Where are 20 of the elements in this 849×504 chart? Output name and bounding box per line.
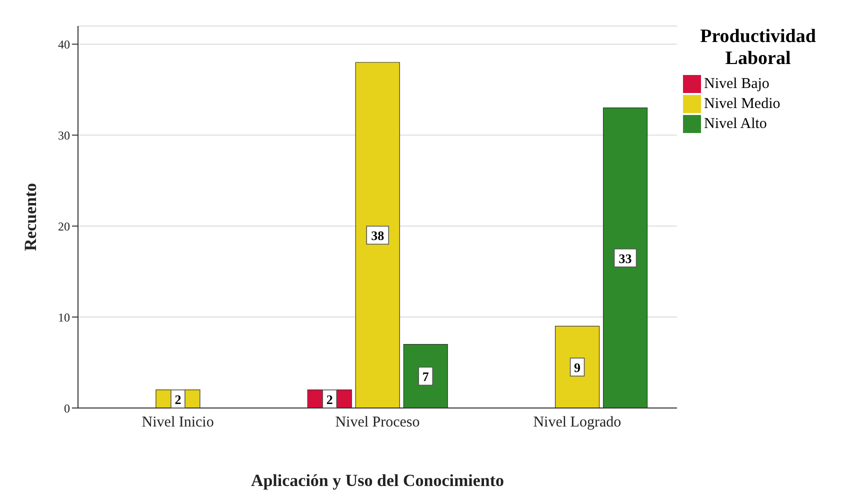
data-label: 2 <box>174 392 182 407</box>
y-tick-label: 30 <box>58 128 70 142</box>
x-axis-title: Aplicación y Uso del Conocimiento <box>250 471 504 490</box>
legend-title: Productividad Laboral <box>699 26 817 70</box>
y-tick-label: 0 <box>64 401 70 416</box>
x-tick-label: Nivel Proceso <box>335 414 420 431</box>
y-tick-label: 10 <box>58 310 70 324</box>
legend-label: Nivel Alto <box>704 116 767 132</box>
legend-label: Nivel Bajo <box>704 76 770 92</box>
y-tick-label: 40 <box>58 37 70 52</box>
y-axis-title: Recuento <box>21 183 40 251</box>
data-label: 38 <box>371 228 385 244</box>
y-tick-label: 20 <box>58 219 70 234</box>
x-tick-label: Nivel Inicio <box>142 414 214 431</box>
data-label: 33 <box>618 250 632 266</box>
data-label: 2 <box>326 392 333 407</box>
data-label: 9 <box>574 360 582 376</box>
legend-label: Nivel Medio <box>704 96 780 112</box>
x-tick-label: Nivel Logrado <box>533 414 622 431</box>
data-label: 7 <box>422 369 430 384</box>
